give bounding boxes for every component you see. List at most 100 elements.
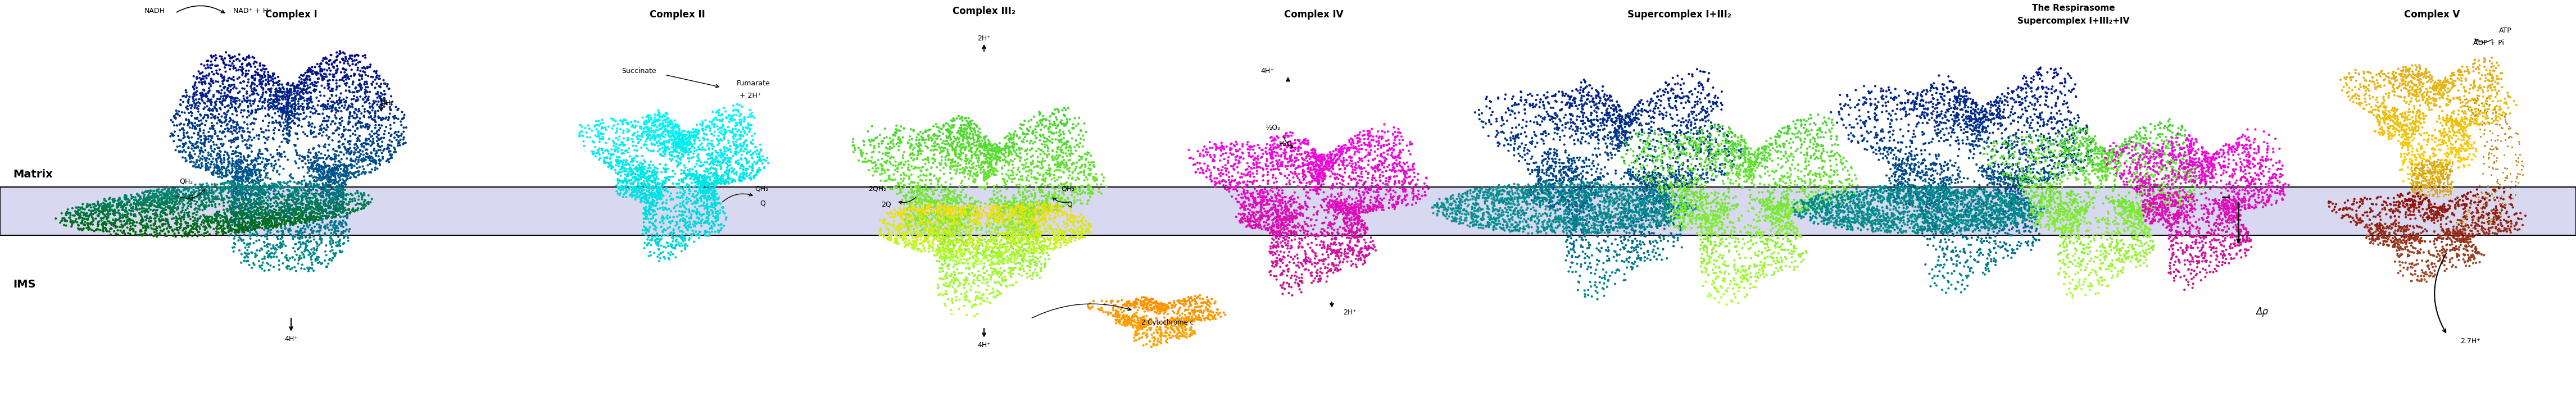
Point: [878, 143, 920, 149]
Point: [1615, 223, 1656, 229]
Point: [1968, 268, 2009, 274]
Point: [958, 164, 999, 170]
Point: [70, 201, 111, 208]
Point: [1891, 99, 1932, 106]
Point: [1538, 178, 1579, 184]
Point: [739, 165, 781, 171]
Point: [613, 122, 654, 129]
Point: [1486, 225, 1528, 231]
Point: [2182, 244, 2223, 251]
Point: [1940, 120, 1981, 127]
Point: [930, 271, 971, 277]
Point: [1234, 223, 1275, 229]
Point: [1870, 90, 1911, 96]
Point: [948, 120, 989, 127]
Point: [2372, 108, 2414, 114]
Point: [1553, 244, 1595, 251]
Point: [278, 123, 319, 129]
Point: [1239, 190, 1280, 196]
Point: [1041, 195, 1082, 201]
Point: [1224, 199, 1265, 205]
Point: [989, 136, 1030, 143]
Point: [2450, 142, 2491, 149]
Point: [1672, 144, 1713, 150]
Point: [374, 115, 415, 122]
Point: [204, 229, 245, 235]
Point: [580, 155, 621, 162]
Point: [2218, 151, 2259, 158]
Point: [1494, 135, 1535, 141]
Point: [1548, 211, 1589, 217]
Point: [219, 189, 260, 195]
Point: [1958, 199, 1999, 205]
Point: [1507, 99, 1548, 106]
Point: [240, 98, 281, 104]
Point: [2105, 204, 2146, 210]
Point: [276, 84, 317, 91]
Point: [1481, 221, 1522, 228]
Point: [1819, 214, 1860, 220]
Point: [1213, 184, 1255, 190]
Point: [979, 252, 1020, 258]
Point: [2401, 225, 2442, 231]
Point: [1667, 202, 1708, 208]
Point: [1244, 172, 1285, 178]
Point: [2030, 140, 2071, 147]
Point: [1056, 218, 1097, 225]
Point: [193, 53, 234, 60]
Point: [2002, 84, 2043, 91]
Point: [608, 145, 649, 152]
Point: [2164, 196, 2205, 203]
Point: [1597, 113, 1638, 119]
Point: [1260, 170, 1301, 176]
Point: [1265, 155, 1306, 162]
Point: [2092, 153, 2133, 160]
Point: [1546, 206, 1587, 213]
Point: [927, 223, 969, 229]
Point: [1327, 162, 1368, 168]
Point: [270, 108, 312, 114]
Point: [237, 153, 278, 160]
Point: [2192, 229, 2233, 236]
Point: [1015, 226, 1056, 232]
Point: [613, 155, 654, 161]
Point: [2334, 217, 2375, 224]
Point: [1618, 210, 1659, 216]
Point: [873, 214, 914, 220]
Point: [296, 157, 337, 163]
Point: [1015, 221, 1056, 227]
Point: [662, 147, 703, 154]
Point: [1795, 200, 1837, 207]
Point: [909, 243, 951, 249]
Point: [2437, 199, 2478, 205]
Point: [1600, 117, 1641, 123]
Point: [2061, 151, 2102, 157]
Point: [945, 276, 987, 282]
Point: [1682, 69, 1723, 75]
Point: [1950, 200, 1991, 207]
Point: [1046, 239, 1087, 246]
Point: [1911, 186, 1953, 193]
Point: [2187, 229, 2228, 235]
Point: [1716, 281, 1757, 287]
Point: [2504, 212, 2545, 219]
Point: [90, 194, 131, 201]
Point: [98, 194, 139, 201]
Point: [2097, 149, 2138, 156]
Point: [1324, 159, 1365, 165]
Point: [314, 166, 355, 173]
Point: [2447, 213, 2488, 219]
Point: [242, 222, 283, 228]
Point: [1868, 160, 1909, 166]
Point: [1481, 128, 1522, 135]
Point: [327, 163, 368, 169]
Point: [1654, 190, 1695, 197]
Point: [2360, 227, 2401, 233]
Point: [1806, 203, 1847, 210]
Point: [853, 168, 894, 175]
Point: [1978, 201, 2020, 208]
Point: [1656, 203, 1698, 209]
Point: [224, 168, 265, 175]
Point: [621, 194, 662, 201]
Point: [999, 145, 1041, 151]
